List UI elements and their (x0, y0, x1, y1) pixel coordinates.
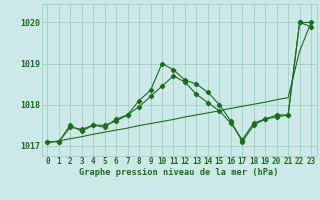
X-axis label: Graphe pression niveau de la mer (hPa): Graphe pression niveau de la mer (hPa) (79, 168, 279, 177)
